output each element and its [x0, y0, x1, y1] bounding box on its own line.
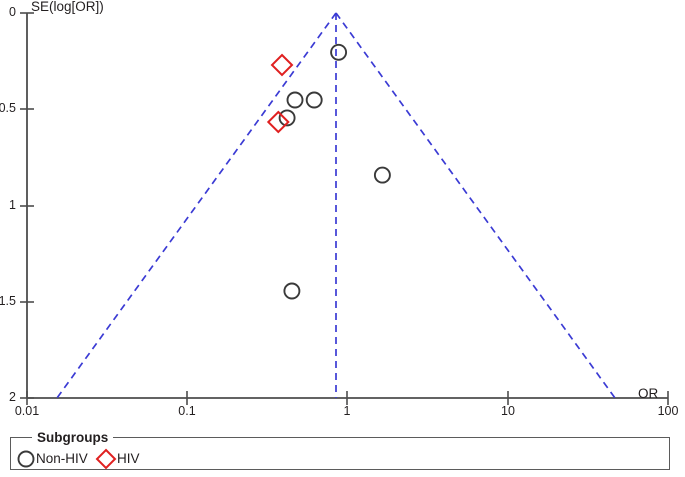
data-point-circle [373, 166, 391, 184]
x-tick-label-1: 0.1 [178, 404, 196, 418]
data-point-diamond [266, 110, 290, 134]
series-non-hiv-markers [278, 43, 391, 300]
funnel-right-line [335, 12, 616, 399]
legend-title: Subgroups [32, 430, 114, 445]
data-point-circle [283, 282, 301, 300]
legend-diamond-icon [95, 448, 117, 470]
x-tick-label-0: 0.01 [14, 404, 40, 418]
y-tick-label-2: 1 [9, 198, 16, 212]
funnel-left-line [56, 12, 337, 399]
y-axis-title: SE(log[OR]) [31, 0, 104, 14]
y-tick-label-3: 1.5 [0, 294, 16, 308]
x-tick-label-4: 100 [657, 404, 679, 418]
y-tick-label-1: 0.5 [0, 101, 16, 115]
series-hiv-markers [266, 53, 294, 134]
x-axis-title: OR [638, 386, 659, 401]
legend-entry-hiv: HIV [117, 451, 140, 466]
y-tick-label-4: 2 [9, 390, 16, 404]
x-axis-ticks [26, 391, 669, 405]
data-point-circle [330, 43, 348, 61]
data-point-circle [278, 109, 296, 127]
x-tick-label-2: 1 [343, 404, 351, 418]
data-point-diamond [270, 53, 294, 77]
legend-box [10, 437, 670, 470]
data-point-circle [305, 91, 323, 109]
legend-circle-icon [17, 450, 35, 468]
x-tick-label-3: 10 [501, 404, 515, 418]
funnel-boundary-lines [56, 12, 616, 399]
legend-entry-non-hiv: Non-HIV [36, 451, 88, 466]
y-tick-label-0: 0 [9, 5, 16, 19]
data-point-circle [286, 91, 304, 109]
